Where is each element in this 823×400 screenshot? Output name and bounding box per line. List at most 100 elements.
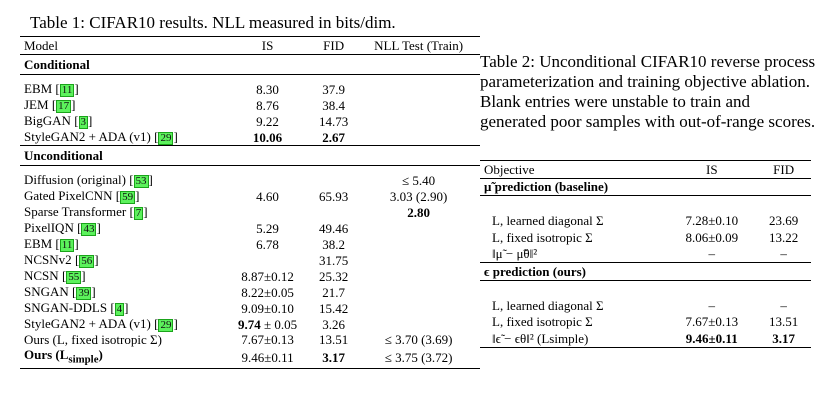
table1-cell-model: JEM [17] [24, 97, 76, 113]
is-value: ± 0.05 [260, 316, 298, 332]
is-value: 9.09±0.10 [241, 300, 294, 316]
table1-cell-is: 9.22 [225, 113, 310, 129]
citation-link[interactable]: 11 [59, 84, 75, 97]
table1-row: EBM [11] 6.78 38.2 [20, 236, 480, 252]
table1-col-is: IS [224, 36, 311, 55]
table1-cell-is: 9.74 ± 0.05 [225, 316, 310, 332]
citation-link[interactable]: 39 [76, 287, 92, 300]
table1-cell-nll: 3.03 (2.90) [389, 188, 448, 204]
table1-section-header: Unconditional [20, 145, 480, 166]
citation-link[interactable]: 3 [78, 116, 89, 129]
citation-link[interactable]: 11 [59, 239, 75, 252]
table1-col-model: Model [20, 36, 225, 55]
table1-section-header: Conditional [20, 54, 480, 75]
table2: Objective IS FID μ̃ prediction (baseline… [480, 160, 811, 348]
table2-cell-is: 7.28±0.10 [685, 213, 739, 229]
table1-cell-model: PixelIQN [43] [24, 220, 101, 236]
table1-cell-nll [357, 300, 480, 316]
table1-cell-is [225, 204, 310, 220]
table1-cell-is: 6.78 [225, 236, 310, 252]
model-name: SNGAN-DDLS [24, 300, 108, 315]
table1-row: BigGAN [3] 9.22 14.73 [20, 113, 480, 129]
table1-row: Ours (Lsimple) 9.46±0.11 3.17 ≤ 3.75 (3.72) [20, 347, 480, 369]
table2-cell-fid: 3.17 [756, 330, 811, 348]
table1-body: Conditional EBM [11] 8.30 37.9 JEM [17] 8.76 3… [20, 54, 480, 369]
table2-cell-is: 8.06±0.09 [685, 229, 739, 245]
table2-cell-fid: 13.22 [769, 229, 799, 245]
model-name: StyleGAN2 + ADA (v1) [24, 129, 151, 144]
is-value: 10.06 [252, 129, 283, 145]
table2-row: L, learned diagonal Σ 7.28±0.10 23.69 [480, 213, 811, 230]
table2-col-objective: Objective [480, 160, 668, 179]
table1-cell-model: EBM [11] [24, 81, 79, 97]
table1-cell-nll [357, 220, 480, 236]
table2-spacer-cell [480, 196, 811, 213]
table1-cell-fid: 14.73 [319, 113, 349, 129]
citation-link[interactable]: 56 [79, 255, 95, 268]
table1-cell-fid: 65.93 [319, 188, 349, 204]
table1-cell-model: EBM [11] [24, 236, 79, 252]
citation-link[interactable]: 29 [158, 319, 174, 332]
table1-cell-model: Ours (L, fixed isotropic Σ) [20, 332, 225, 347]
table1-row: StyleGAN2 + ADA (v1) [29] 10.06 2.67 [20, 129, 480, 146]
table2-cell-fid: – [780, 246, 787, 262]
table2-section-header: μ̃ prediction (baseline) [480, 178, 811, 196]
table1-cell-fid: 31.75 [319, 252, 349, 268]
table1-row: SNGAN-DDLS [4] 9.09±0.10 15.42 [20, 300, 480, 316]
table1-row: SNGAN [39] 8.22±0.05 21.7 [20, 284, 480, 300]
table1-cell-fid: 38.2 [322, 236, 346, 252]
citation-link[interactable]: 55 [66, 271, 82, 284]
table1-cell-model: Gated PixelCNN [59] [24, 188, 140, 204]
table2-row: L, fixed isotropic Σ 7.67±0.13 13.51 [480, 314, 811, 331]
citation-link[interactable]: 53 [133, 175, 149, 188]
table1-col-fid: FID [310, 36, 358, 55]
table1-cell-model: StyleGAN2 + ADA (v1) [29] [24, 316, 178, 332]
table2-cell-objective: L, learned diagonal Σ [492, 213, 604, 229]
model-name: SNGAN [24, 284, 69, 299]
citation-link[interactable]: 4 [114, 303, 125, 316]
table1-cell-nll [357, 236, 480, 252]
table1-cell-nll [357, 129, 480, 146]
citation-link[interactable]: 59 [120, 191, 136, 204]
citation-link[interactable]: 43 [81, 223, 97, 236]
table1-row: NCSN [55] 8.87±0.12 25.32 [20, 268, 480, 284]
table1-cell-fid: 37.9 [322, 81, 346, 97]
table1-cell-fid: 15.42 [319, 300, 349, 316]
is-value: 9.22 [256, 113, 279, 129]
table2-cell-is: 9.46±0.11 [667, 330, 757, 348]
table1-cell-nll [357, 268, 480, 284]
table1-cell-fid: 2.67 [322, 129, 346, 145]
table1-cell-fid: 25.32 [319, 268, 349, 284]
table2-section-header: ϵ prediction (ours) [480, 262, 811, 281]
table1-cell-is [225, 172, 310, 188]
table1-cell-fid [310, 204, 357, 220]
table1-cell-is: 9.09±0.10 [225, 300, 310, 316]
table1-cell-nll: ≤ 3.70 (3.69) [384, 332, 453, 348]
table1-header-row: Model IS FID NLL Test (Train) [20, 36, 480, 55]
table1-cell-is: 7.67±0.13 [225, 332, 310, 347]
table2-spacer [480, 196, 811, 213]
table2-cell-is: – [708, 246, 716, 262]
table1-cell-is: 8.76 [225, 97, 310, 113]
model-name: JEM [24, 97, 49, 112]
table1-cell-is: 8.87±0.12 [225, 268, 310, 284]
model-name: EBM [24, 236, 53, 251]
table1-cell-nll [357, 284, 480, 300]
table2-cell-objective: ‖ϵ̃ − ϵθ‖² (Lsimple) [480, 330, 668, 348]
citation-link[interactable]: 29 [158, 132, 174, 145]
model-name: EBM [24, 81, 53, 96]
model-name: Diffusion (original) [24, 172, 126, 187]
table1-cell-fid: 38.4 [322, 97, 346, 113]
table1-cell-is: 8.30 [225, 81, 310, 97]
table1-cell-fid: 21.7 [322, 284, 346, 300]
table2-cell-is: – [708, 297, 716, 313]
model-name: Ours (L [24, 347, 69, 363]
table1-cell-model: SNGAN [39] [24, 284, 96, 300]
citation-link[interactable]: 7 [133, 207, 144, 220]
is-value: 7.67±0.13 [241, 332, 294, 348]
table1-cell-model: BigGAN [3] [24, 113, 93, 129]
model-name: StyleGAN2 + ADA (v1) [24, 316, 151, 331]
table1-col-nll: NLL Test (Train) [357, 36, 480, 55]
citation-link[interactable]: 17 [56, 100, 72, 113]
model-name-end: ) [98, 347, 103, 363]
